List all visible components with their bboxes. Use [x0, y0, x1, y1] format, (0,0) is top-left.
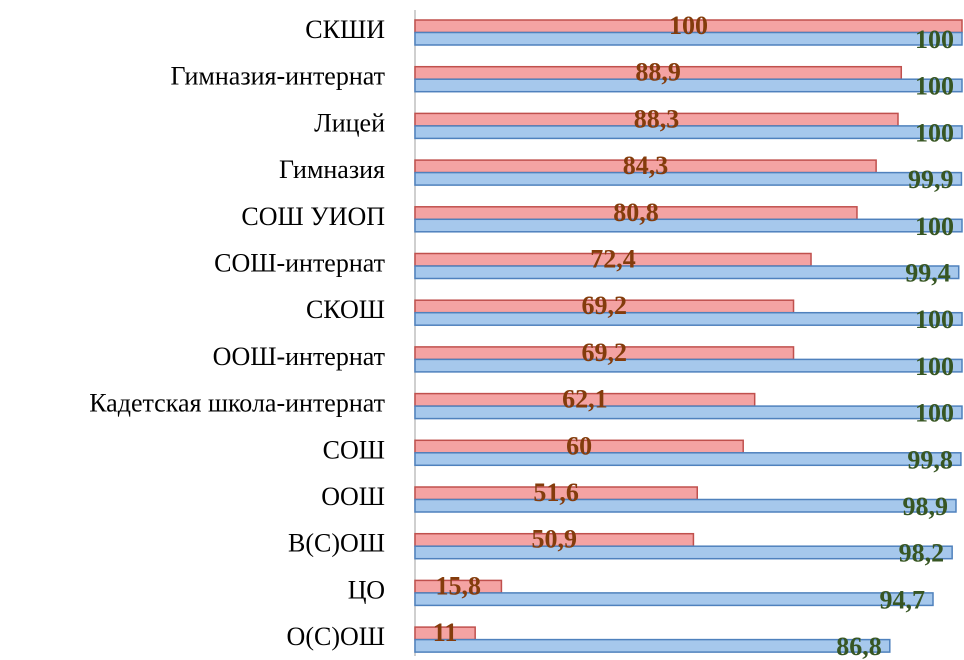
- category-label: СОШ УИОП: [241, 202, 385, 231]
- bar: [414, 78, 963, 93]
- value-label: 100: [915, 352, 954, 381]
- category-label: ООШ-интернат: [213, 342, 385, 371]
- category-label: ЦО: [348, 575, 385, 604]
- bar: [414, 545, 953, 560]
- category-label: О(С)ОШ: [287, 622, 385, 651]
- value-label: 51,6: [533, 478, 579, 507]
- bar: [414, 31, 963, 46]
- value-label: 50,9: [531, 525, 577, 554]
- value-label: 69,2: [582, 338, 628, 367]
- value-label: 88,9: [635, 58, 681, 87]
- value-label: 94,7: [880, 585, 926, 614]
- category-label: Гимназия-интернат: [170, 62, 385, 91]
- category-label: Гимназия: [279, 155, 385, 184]
- value-label: 86,8: [836, 632, 882, 660]
- bar: [414, 125, 963, 140]
- value-label: 100: [915, 399, 954, 428]
- bar: [414, 638, 891, 653]
- value-label: 88,3: [634, 104, 680, 133]
- bar: [414, 405, 963, 420]
- value-label: 100: [915, 118, 954, 147]
- bar: [414, 452, 962, 467]
- bar: [414, 498, 957, 513]
- category-label: ООШ: [321, 482, 385, 511]
- value-label: 100: [915, 212, 954, 241]
- value-label: 99,9: [908, 165, 954, 194]
- value-label: 11: [433, 618, 458, 647]
- bar: [414, 592, 934, 607]
- value-label: 98,9: [902, 492, 948, 521]
- bar: [414, 171, 963, 186]
- value-label: 100: [915, 72, 954, 101]
- value-label: 60: [566, 431, 592, 460]
- value-label: 100: [915, 25, 954, 54]
- value-label: 84,3: [623, 151, 669, 180]
- value-label: 62,1: [562, 385, 608, 414]
- category-label: Кадетская школа-интернат: [89, 389, 385, 418]
- value-label: 99,4: [905, 258, 951, 287]
- value-label: 100: [669, 11, 708, 40]
- category-label: В(С)ОШ: [288, 529, 385, 558]
- bar: [414, 358, 963, 373]
- value-label: 98,2: [899, 539, 945, 568]
- value-label: 69,2: [582, 291, 628, 320]
- value-label: 100: [915, 305, 954, 334]
- bar: [414, 218, 963, 233]
- value-label: 99,8: [907, 445, 953, 474]
- value-label: 72,4: [590, 244, 636, 273]
- value-label: 80,8: [613, 198, 659, 227]
- category-label: СКШИ: [305, 15, 385, 44]
- category-label: СОШ: [323, 435, 385, 464]
- value-label: 15,8: [435, 571, 481, 600]
- bar: [414, 265, 960, 280]
- category-label: Лицей: [314, 108, 385, 137]
- category-label: СОШ-интернат: [214, 248, 385, 277]
- bar: [414, 311, 963, 326]
- category-label: СКОШ: [306, 295, 385, 324]
